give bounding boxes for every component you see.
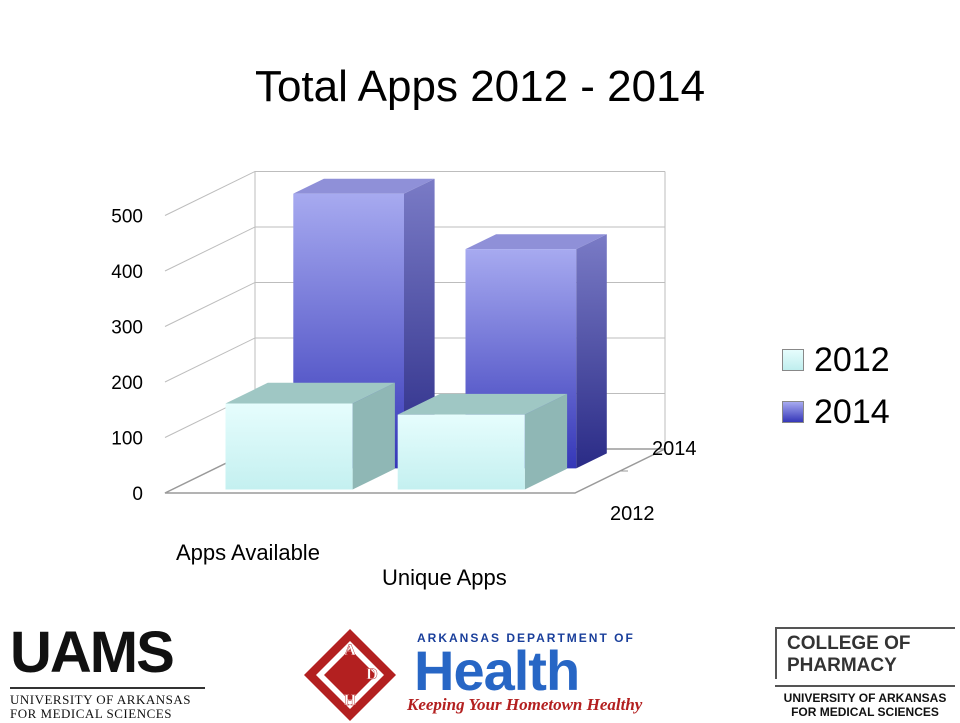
uams-logo: UAMS UNIVERSITY OF ARKANSAS FOR MEDICAL … (10, 623, 205, 721)
uams-subtitle-2: FOR MEDICAL SCIENCES (10, 706, 172, 721)
y-tick-label-100: 100 (111, 429, 143, 450)
cop-title-box: COLLEGE OF PHARMACY (775, 627, 955, 679)
cop-subtitle-1: UNIVERSITY OF ARKANSAS (783, 691, 947, 705)
x-category-label-0: Apps Available (176, 540, 320, 565)
x-category-label-1: Unique Apps (382, 565, 507, 590)
y-tick-label-300: 300 (111, 318, 143, 339)
adh-emblem-letter-A: A (344, 642, 356, 659)
uams-subtitle-1: UNIVERSITY OF ARKANSAS (10, 692, 191, 707)
bar-2014-1-side (576, 234, 607, 469)
bar-2012-0-front (225, 403, 353, 490)
depth-label-2012: 2012 (610, 503, 655, 525)
bar-2012-0-top (225, 382, 395, 404)
adh-emblem-icon: ADH (304, 629, 396, 721)
legend-swatch-2014 (782, 401, 804, 423)
legend: 2012 2014 (782, 334, 890, 438)
legend-item-2014: 2014 (782, 386, 890, 438)
adh-emblem-letter-H: H (344, 692, 357, 709)
legend-label-2012: 2012 (814, 340, 890, 379)
adh-tagline: Keeping Your Hometown Healthy (407, 695, 643, 714)
uams-wordmark: UAMS (10, 620, 175, 685)
bars-layer (225, 178, 607, 490)
y-tick-label-400: 400 (111, 262, 143, 283)
legend-swatch-2012 (782, 349, 804, 371)
bar-2012-1-side (524, 393, 568, 490)
adh-diamond-core (324, 649, 376, 701)
legend-label-2014: 2014 (814, 392, 890, 431)
adh-emblem-letter-D: D (366, 666, 378, 683)
adh-health-wordmark: Health (414, 639, 580, 702)
bar-2012-1 (397, 393, 568, 490)
bar-2012-1-front (397, 414, 525, 490)
bar-chart-3d: 0 100 200 300 400 500 Apps Available Unique App… (111, 171, 697, 591)
cop-line-2: PHARMACY (787, 655, 897, 676)
cop-subtitle: UNIVERSITY OF ARKANSAS FOR MEDICAL SCIEN… (775, 685, 955, 719)
bar-2012-0 (225, 382, 395, 490)
legend-item-2012: 2012 (782, 334, 890, 386)
cop-subtitle-2: FOR MEDICAL SCIENCES (791, 705, 939, 719)
y-tick-label-0: 0 (132, 484, 143, 505)
labels-layer: 0 100 200 300 400 500 Apps Available Unique App… (111, 207, 696, 591)
college-of-pharmacy-logo: COLLEGE OF PHARMACY UNIVERSITY OF ARKANS… (775, 627, 955, 719)
uams-divider (10, 687, 205, 689)
y-tick-label-500: 500 (111, 207, 143, 228)
bar-2014-0-top (293, 178, 435, 194)
cop-line-1: COLLEGE OF (787, 633, 911, 654)
bar-2012-0-side (352, 382, 395, 490)
adh-department: ARKANSAS DEPARTMENT OF (417, 631, 635, 645)
bar-2014-0-side (404, 178, 435, 469)
bar-2012-1-top (397, 393, 568, 415)
bar-2014-1-top (465, 234, 607, 250)
depth-label-2014: 2014 (652, 438, 697, 460)
y-tick-label-200: 200 (111, 373, 143, 394)
chart-title: Total Apps 2012 - 2014 (254, 62, 706, 111)
footer-logos: UAMS UNIVERSITY OF ARKANSAS FOR MEDICAL … (0, 615, 960, 721)
